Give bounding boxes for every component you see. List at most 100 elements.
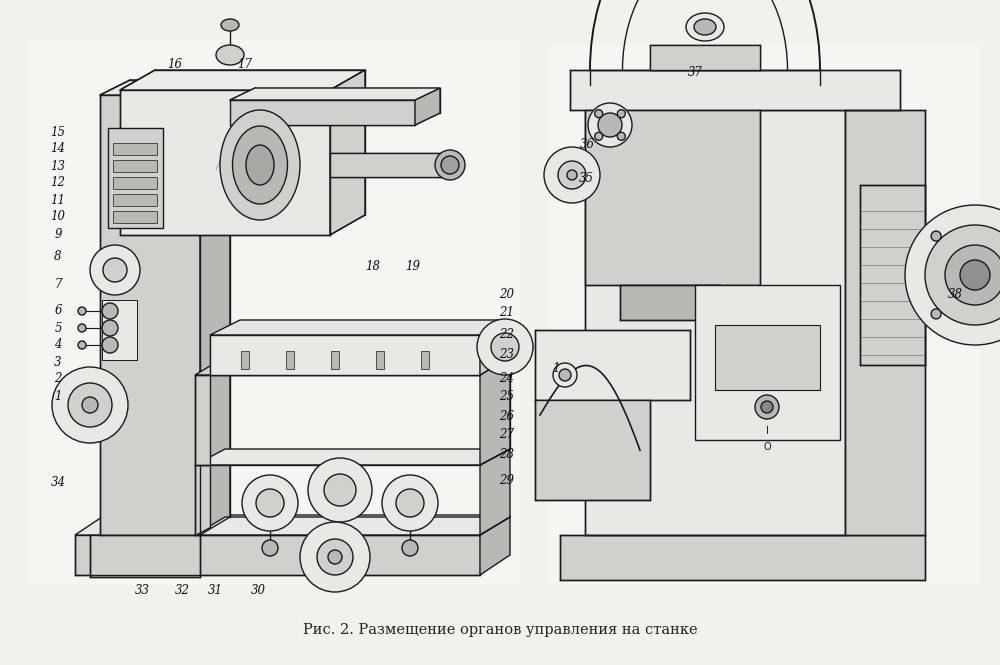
Text: O: O (763, 442, 771, 452)
Circle shape (328, 550, 342, 564)
Polygon shape (195, 449, 510, 465)
Polygon shape (120, 90, 330, 235)
Text: 31: 31 (208, 585, 222, 597)
Circle shape (102, 320, 118, 336)
Text: 5: 5 (54, 321, 62, 334)
Polygon shape (480, 357, 510, 465)
Text: 11: 11 (50, 194, 66, 207)
Polygon shape (100, 80, 230, 95)
Polygon shape (230, 88, 440, 100)
Circle shape (402, 540, 418, 556)
Polygon shape (75, 515, 510, 535)
Text: 7: 7 (54, 277, 62, 291)
Text: I: I (766, 426, 768, 436)
Text: 19: 19 (406, 261, 420, 273)
Text: 25: 25 (500, 390, 514, 404)
Circle shape (553, 363, 577, 387)
Circle shape (945, 245, 1000, 305)
Polygon shape (480, 515, 510, 575)
Bar (715, 325, 820, 390)
Text: 29: 29 (500, 473, 514, 487)
Text: 16: 16 (168, 59, 182, 72)
Bar (535, 400, 650, 500)
Bar (113, 177, 157, 189)
Circle shape (617, 132, 625, 140)
Ellipse shape (232, 126, 288, 204)
Circle shape (931, 231, 941, 241)
Bar (113, 143, 157, 155)
Bar (108, 128, 163, 228)
Circle shape (300, 522, 370, 592)
Circle shape (558, 161, 586, 189)
Text: 23: 23 (500, 348, 514, 360)
Ellipse shape (441, 156, 459, 174)
Circle shape (102, 337, 118, 353)
Circle shape (324, 474, 356, 506)
Text: 30: 30 (250, 585, 266, 597)
Bar (113, 194, 157, 206)
Text: 8: 8 (54, 251, 62, 263)
Polygon shape (210, 320, 510, 335)
Ellipse shape (221, 19, 239, 31)
Circle shape (308, 458, 372, 522)
Text: 14: 14 (50, 142, 66, 156)
Circle shape (78, 341, 86, 349)
Bar (331, 351, 339, 369)
Polygon shape (100, 95, 200, 535)
Text: 18: 18 (366, 261, 380, 273)
Text: 24: 24 (500, 372, 514, 384)
Polygon shape (330, 70, 365, 235)
Text: 34: 34 (50, 475, 66, 489)
Polygon shape (585, 110, 760, 285)
Circle shape (598, 113, 622, 137)
Polygon shape (200, 80, 230, 535)
Bar (695, 285, 840, 440)
Circle shape (78, 324, 86, 332)
Circle shape (82, 397, 98, 413)
Ellipse shape (216, 45, 244, 65)
Circle shape (256, 489, 284, 517)
Circle shape (925, 225, 1000, 325)
Circle shape (567, 170, 577, 180)
Text: 12: 12 (50, 176, 66, 190)
Text: 9: 9 (54, 227, 62, 241)
Text: 17: 17 (238, 59, 252, 72)
Bar (421, 351, 429, 369)
Text: 3: 3 (54, 356, 62, 368)
Text: 2: 2 (54, 372, 62, 386)
Text: 38: 38 (948, 289, 962, 301)
Bar (113, 211, 157, 223)
Polygon shape (210, 335, 480, 375)
Bar (113, 160, 157, 172)
Circle shape (595, 132, 603, 140)
Ellipse shape (246, 145, 274, 185)
Bar (241, 351, 249, 369)
Text: 26: 26 (500, 410, 514, 422)
Circle shape (477, 319, 533, 375)
Polygon shape (230, 100, 415, 125)
Ellipse shape (686, 13, 724, 41)
Circle shape (931, 309, 941, 319)
Polygon shape (195, 465, 210, 535)
Text: 21: 21 (500, 307, 514, 319)
Text: 10: 10 (50, 211, 66, 223)
Bar (30, 40, 520, 585)
Bar (102, 300, 137, 360)
Text: 32: 32 (175, 585, 190, 597)
Polygon shape (860, 185, 925, 365)
Polygon shape (535, 330, 690, 400)
Text: 35: 35 (578, 172, 594, 184)
Text: Рис. 2. Размещение органов управления на станке: Рис. 2. Размещение органов управления на… (303, 623, 697, 637)
Circle shape (242, 475, 298, 531)
Polygon shape (585, 110, 845, 535)
Circle shape (396, 489, 424, 517)
Circle shape (617, 110, 625, 118)
Circle shape (544, 147, 600, 203)
Circle shape (382, 475, 438, 531)
Polygon shape (195, 375, 210, 465)
Polygon shape (650, 45, 760, 70)
Text: 6: 6 (54, 305, 62, 317)
Polygon shape (480, 320, 510, 375)
Text: 36: 36 (580, 138, 594, 152)
Polygon shape (570, 70, 900, 110)
